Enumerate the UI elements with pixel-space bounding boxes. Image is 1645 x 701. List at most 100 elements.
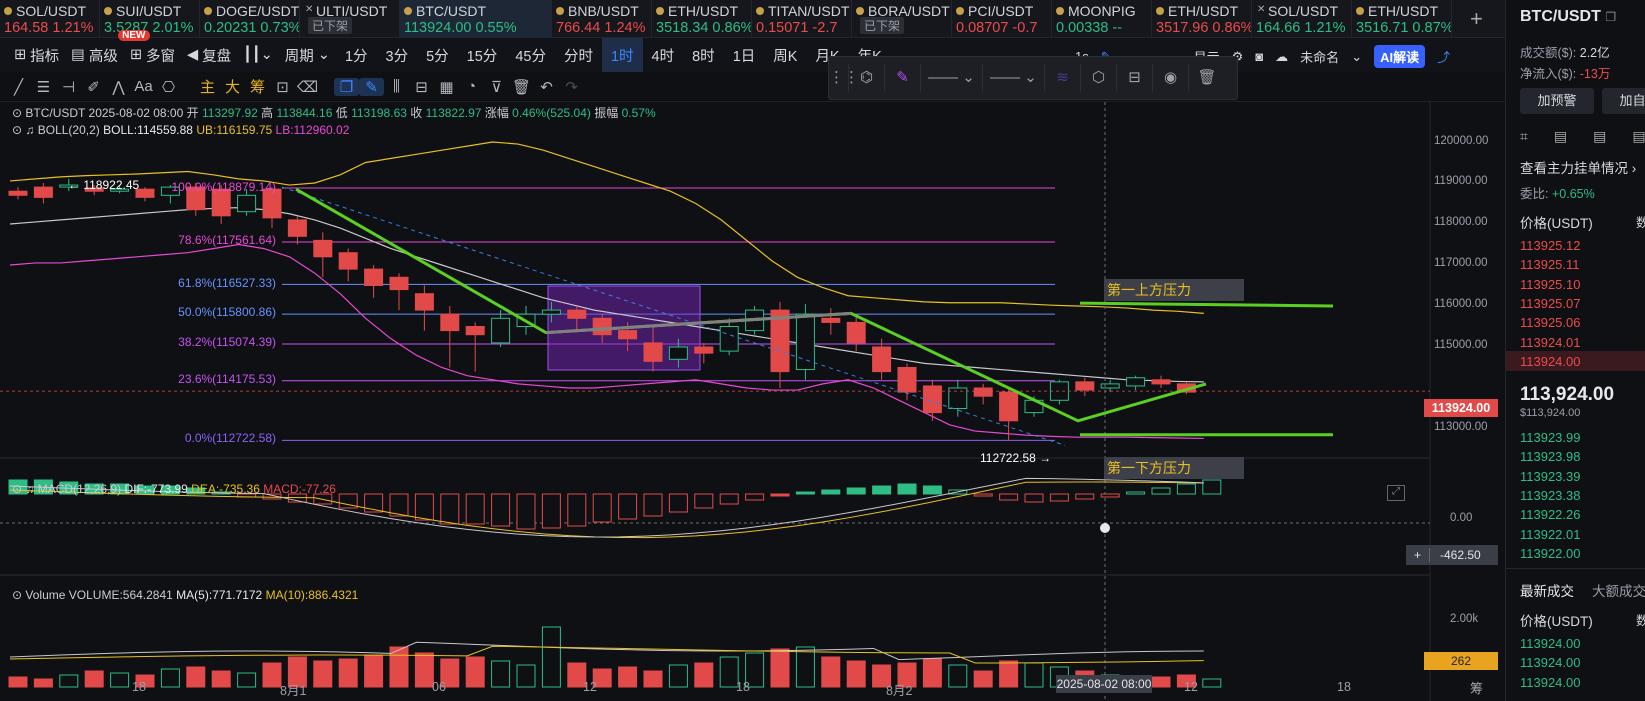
- candle-body[interactable]: [1151, 379, 1171, 385]
- candle-body[interactable]: [313, 239, 333, 258]
- period-option[interactable]: 3分: [385, 48, 409, 65]
- hide-icon[interactable]: ⊙: [12, 106, 26, 120]
- candle-body[interactable]: [389, 276, 409, 291]
- candle-body[interactable]: [8, 190, 28, 196]
- pattern-tool-icon[interactable]: ⋀: [112, 78, 125, 96]
- eye-icon[interactable]: ◉: [1153, 64, 1189, 92]
- candle-body[interactable]: [1075, 381, 1095, 391]
- candle-body[interactable]: [999, 391, 1019, 422]
- magnet-icon[interactable]: ⊡: [276, 78, 289, 96]
- upper-pressure-line[interactable]: [1079, 301, 1334, 308]
- candle-body[interactable]: [1100, 383, 1120, 389]
- candle-body[interactable]: [440, 313, 460, 332]
- candle-body[interactable]: [364, 268, 384, 287]
- brush-tool-icon[interactable]: ✐: [87, 78, 100, 96]
- period-option[interactable]: 15分: [466, 48, 498, 65]
- candle-body[interactable]: [795, 313, 815, 371]
- copy-icon[interactable]: ❐: [334, 77, 359, 96]
- ticker-tab[interactable]: ✕ ULTI/USDT 已下架: [300, 0, 400, 38]
- chip-toggle-bottom[interactable]: 筹: [1470, 681, 1484, 696]
- candle-body[interactable]: [694, 346, 714, 354]
- trade-row[interactable]: 113924.00: [1520, 674, 1581, 690]
- ticker-tab[interactable]: ETH/USDT 3518.34 0.86%: [652, 0, 752, 38]
- candle-body[interactable]: [84, 187, 104, 192]
- period-option[interactable]: 4时: [651, 48, 675, 65]
- filter-icon[interactable]: ⊽: [491, 78, 502, 96]
- candle-body[interactable]: [541, 309, 561, 315]
- candle-body[interactable]: [846, 321, 866, 344]
- orderbook-view-icons[interactable]: ⌗▤▤▤: [1520, 128, 1645, 144]
- big-trades-tab[interactable]: 大额成交: [1592, 584, 1645, 599]
- candle-body[interactable]: [135, 188, 155, 198]
- bid-row[interactable]: 113923.99: [1520, 430, 1581, 445]
- candle-body[interactable]: [567, 309, 587, 319]
- bell-icon[interactable]: ⊙ ♫: [12, 123, 35, 137]
- close-icon[interactable]: ✕: [1257, 4, 1266, 15]
- hray-tool-icon[interactable]: ⊣: [61, 78, 76, 96]
- period-dropdown[interactable]: 周期 ⌄: [279, 38, 336, 72]
- text-tool-icon[interactable]: Aa: [134, 78, 153, 95]
- candle-body[interactable]: [160, 186, 180, 196]
- measure-tool-icon[interactable]: ⎔: [161, 78, 176, 96]
- multi-window-button[interactable]: ⊞ 多窗: [124, 38, 181, 72]
- table-icon[interactable]: ▦: [439, 78, 454, 96]
- drag-handle-icon[interactable]: ⋮⋮: [829, 64, 859, 92]
- main-toggle[interactable]: 主: [199, 79, 215, 96]
- candle-body[interactable]: [110, 188, 130, 192]
- add-tab-icon[interactable]: +: [1470, 6, 1483, 31]
- candle-body[interactable]: [897, 367, 917, 393]
- trash-icon[interactable]: 🗑: [511, 78, 532, 96]
- advanced-button[interactable]: ▤ 高级 NEW: [65, 30, 150, 72]
- trade-row[interactable]: 113924.00: [1520, 655, 1581, 671]
- candle-body[interactable]: [59, 184, 79, 188]
- price-chart[interactable]: [0, 102, 1505, 701]
- lock-icon[interactable]: ⊟: [415, 78, 428, 96]
- delete-icon[interactable]: 🗑: [1197, 69, 1217, 86]
- ticker-tab[interactable]: SOL/USDT 164.58 1.21%: [0, 0, 100, 38]
- candle-body[interactable]: [922, 385, 942, 414]
- candle-body[interactable]: [618, 330, 638, 340]
- ai-analysis-button[interactable]: AI解读: [1374, 45, 1426, 68]
- period-option[interactable]: 45分: [515, 48, 546, 65]
- plus-icon[interactable]: +: [1406, 548, 1431, 562]
- copy-icon[interactable]: ❐: [1605, 10, 1617, 24]
- latest-trades-tab[interactable]: 最新成交: [1520, 584, 1574, 599]
- line-style-dropdown[interactable]: —— ⌄: [921, 64, 983, 92]
- candle-body[interactable]: [262, 188, 282, 219]
- ask-row[interactable]: 113925.06: [1520, 315, 1581, 331]
- candle-body[interactable]: [1049, 381, 1069, 401]
- bid-row[interactable]: 113923.39: [1520, 468, 1581, 484]
- undo-icon[interactable]: ↶: [540, 78, 553, 96]
- line-width-dropdown[interactable]: —— ⌄: [983, 64, 1045, 92]
- line-color-icon[interactable]: ✎: [885, 64, 921, 92]
- ticker-tab[interactable]: BORA/USDT 已下架: [852, 0, 952, 38]
- ticker-tab[interactable]: BTC/USDT 113924.00 0.55%: [400, 0, 552, 38]
- bid-row[interactable]: 113922.01: [1520, 526, 1581, 542]
- period-option[interactable]: 1分: [344, 48, 368, 65]
- share-icon[interactable]: ⤴: [1437, 50, 1451, 65]
- ticker-tab[interactable]: MOONPIG 0.00338 --: [1052, 0, 1152, 38]
- chevron-down-icon[interactable]: ⌄: [1351, 48, 1363, 64]
- period-option[interactable]: 8时: [692, 48, 715, 65]
- ticker-tab[interactable]: DOGE/USDT 0.20231 0.73%: [200, 0, 300, 38]
- period-option[interactable]: 周K: [773, 48, 798, 65]
- candle-body[interactable]: [491, 317, 511, 344]
- ask-row[interactable]: 113925.11: [1520, 257, 1580, 273]
- camera-icon[interactable]: ◙: [1255, 49, 1264, 64]
- close-icon[interactable]: ✕: [305, 4, 314, 15]
- eraser-icon[interactable]: ⌫: [296, 78, 319, 96]
- trade-row[interactable]: 113924.00: [1520, 636, 1581, 651]
- hlines-tool-icon[interactable]: ☰: [36, 78, 51, 96]
- period-option[interactable]: 5分: [426, 48, 449, 65]
- ticker-tab[interactable]: BNB/USDT 766.44 1.24%: [552, 0, 652, 38]
- gauge-icon[interactable]: ◔: [466, 78, 477, 95]
- candle-body[interactable]: [872, 346, 892, 373]
- lower-pressure-label[interactable]: 第一下方压力: [1104, 457, 1244, 479]
- indicators-button[interactable]: ⊞ 指标: [0, 38, 65, 72]
- ask-row[interactable]: 113924.00: [1520, 353, 1581, 369]
- period-option[interactable]: 1时: [601, 38, 643, 72]
- ask-row[interactable]: 113925.07: [1520, 295, 1581, 311]
- candle-body[interactable]: [237, 194, 257, 213]
- extend-icon[interactable]: ≋: [1045, 64, 1081, 92]
- period-option[interactable]: 分时: [563, 48, 593, 65]
